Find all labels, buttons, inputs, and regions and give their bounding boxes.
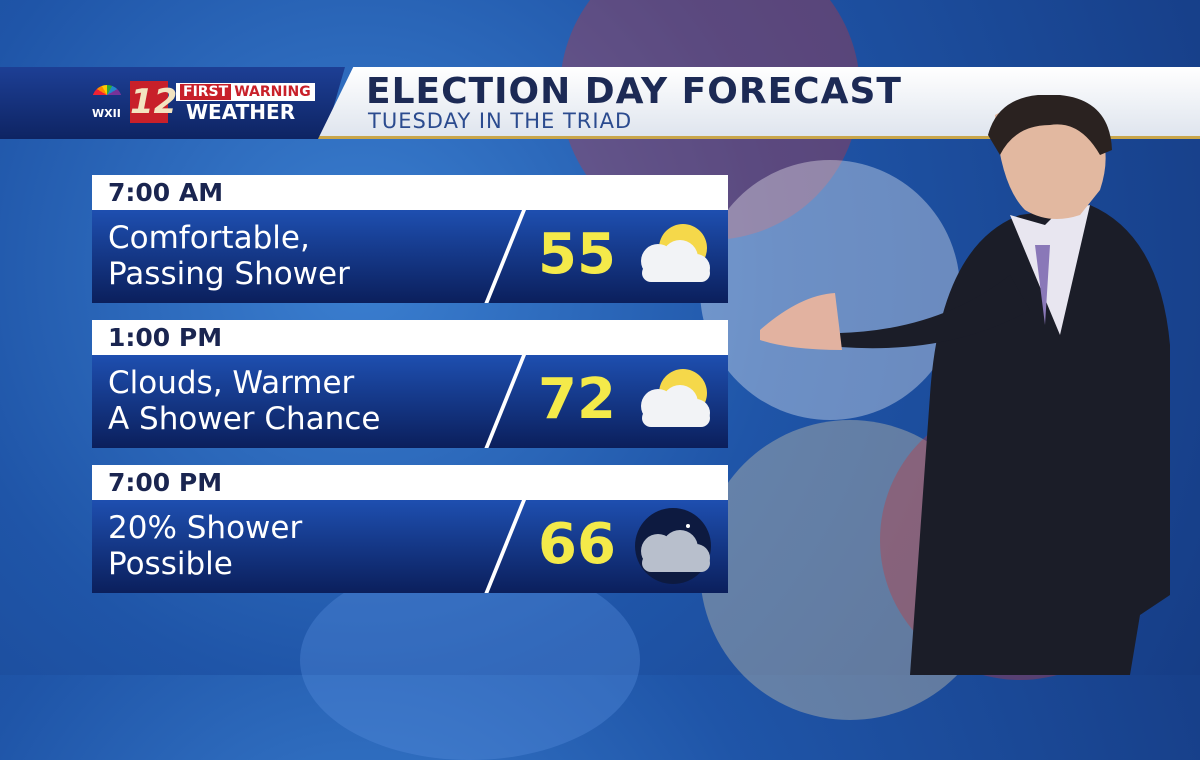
forecast-temperature: 72 — [538, 367, 616, 432]
forecast-time: 7:00 PM — [92, 465, 728, 500]
nbc-peacock-logo — [92, 85, 122, 105]
forecast-body: 20% Shower Possible 66 — [92, 500, 728, 593]
first-warning-label: FIRST WARNING — [176, 83, 315, 101]
partly-sunny-cloud-icon — [628, 361, 718, 441]
forecast-temperature: 55 — [538, 222, 616, 287]
forecast-time: 1:00 PM — [92, 320, 728, 355]
forecast-time: 7:00 AM — [92, 175, 728, 210]
forecast-description: Comfortable, Passing Shower — [108, 220, 350, 292]
partly-sunny-cloud-icon — [628, 216, 718, 296]
description-line: Comfortable, — [108, 220, 310, 256]
description-line: Possible — [108, 546, 233, 582]
forecast-body: Clouds, Warmer A Shower Chance 72 — [92, 355, 728, 448]
station-call: WXII — [92, 107, 121, 120]
forecast-panel: 7:00 AM Comfortable, Passing Shower 55 — [92, 175, 728, 303]
forecast-body: Comfortable, Passing Shower 55 — [92, 210, 728, 303]
description-line: A Shower Chance — [108, 401, 381, 437]
presenter — [760, 95, 1170, 675]
page-subtitle: TUESDAY IN THE TRIAD — [368, 109, 633, 133]
weather-label: WEATHER — [186, 100, 296, 124]
description-line: Passing Shower — [108, 256, 350, 292]
forecast-description: 20% Shower Possible — [108, 510, 302, 582]
night-cloud-icon — [628, 506, 718, 586]
divider — [477, 210, 526, 303]
station-logo-area: WXII 12 FIRST WARNING WEATHER — [0, 67, 345, 139]
page-title: ELECTION DAY FORECAST — [366, 71, 902, 112]
forecast-description: Clouds, Warmer A Shower Chance — [108, 365, 380, 437]
channel-logo: 12 — [130, 81, 178, 123]
description-line: 20% Shower — [108, 510, 303, 546]
divider — [477, 355, 526, 448]
forecast-temperature: 66 — [538, 512, 616, 577]
forecast-panel: 7:00 PM 20% Shower Possible 66 — [92, 465, 728, 593]
divider — [477, 500, 526, 593]
forecast-panel: 1:00 PM Clouds, Warmer A Shower Chance 72 — [92, 320, 728, 448]
description-line: Clouds, Warmer — [108, 365, 355, 401]
